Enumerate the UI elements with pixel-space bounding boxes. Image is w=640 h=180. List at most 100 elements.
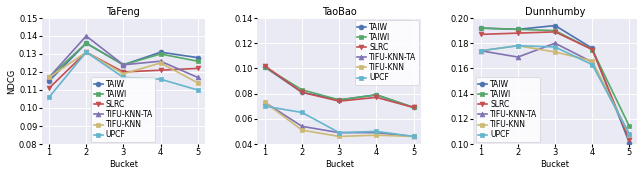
X-axis label: Bucket: Bucket	[109, 160, 138, 169]
TIFU-KNN-TA	[588, 61, 596, 63]
TIFU-KNN	[551, 51, 559, 53]
TAIW	[194, 57, 202, 59]
TAIWI	[372, 94, 380, 96]
SLRC	[588, 48, 596, 51]
TIFU-KNN	[194, 82, 202, 84]
UPCF	[514, 45, 522, 47]
Line: TIFU-KNN: TIFU-KNN	[478, 43, 632, 138]
Line: TIFU-KNN-TA: TIFU-KNN-TA	[478, 41, 632, 138]
UPCF	[157, 78, 164, 80]
Title: TaFeng: TaFeng	[106, 7, 140, 17]
TAIWI	[551, 30, 559, 32]
TAIW	[298, 91, 306, 93]
UPCF	[588, 64, 596, 66]
TAIWI	[335, 99, 343, 101]
SLRC	[410, 106, 417, 109]
Line: TIFU-KNN: TIFU-KNN	[47, 50, 200, 85]
TIFU-KNN	[514, 45, 522, 47]
Line: TAIW: TAIW	[478, 23, 632, 145]
UPCF	[261, 105, 269, 107]
UPCF	[83, 51, 90, 53]
TIFU-KNN	[410, 135, 417, 138]
TAIW	[261, 66, 269, 68]
Line: SLRC: SLRC	[262, 63, 416, 110]
TAIW	[625, 142, 633, 144]
TIFU-KNN	[298, 129, 306, 131]
TAIW	[83, 42, 90, 44]
Line: TAIW: TAIW	[262, 65, 416, 110]
SLRC	[83, 51, 90, 53]
TIFU-KNN	[625, 134, 633, 136]
TIFU-KNN	[120, 73, 127, 75]
SLRC	[335, 100, 343, 102]
SLRC	[372, 96, 380, 98]
TAIWI	[261, 66, 269, 68]
Line: TIFU-KNN: TIFU-KNN	[262, 100, 416, 139]
TAIW	[120, 64, 127, 66]
SLRC	[120, 71, 127, 73]
TIFU-KNN-TA	[157, 60, 164, 62]
Title: Dunnhumby: Dunnhumby	[525, 7, 585, 17]
UPCF	[372, 130, 380, 132]
TAIWI	[588, 48, 596, 51]
TIFU-KNN	[83, 51, 90, 53]
TAIW	[514, 28, 522, 30]
TIFU-KNN-TA	[120, 64, 127, 66]
Line: SLRC: SLRC	[47, 50, 200, 91]
TIFU-KNN-TA	[372, 132, 380, 134]
TIFU-KNN	[477, 50, 484, 52]
TIFU-KNN-TA	[625, 134, 633, 136]
TIFU-KNN	[45, 76, 53, 78]
Line: UPCF: UPCF	[478, 43, 632, 136]
TIFU-KNN-TA	[335, 132, 343, 134]
TAIWI	[194, 60, 202, 62]
SLRC	[477, 33, 484, 35]
Title: TaoBao: TaoBao	[322, 7, 356, 17]
X-axis label: Bucket: Bucket	[324, 160, 354, 169]
TAIWI	[625, 125, 633, 127]
Line: TIFU-KNN-TA: TIFU-KNN-TA	[47, 33, 200, 80]
UPCF	[335, 132, 343, 134]
SLRC	[514, 32, 522, 34]
TIFU-KNN-TA	[551, 42, 559, 44]
Line: UPCF: UPCF	[47, 50, 200, 100]
TAIWI	[157, 53, 164, 55]
UPCF	[625, 133, 633, 135]
TIFU-KNN	[372, 134, 380, 136]
SLRC	[194, 67, 202, 69]
Legend: TAIW, TAIWI, SLRC, TIFU-KNN-TA, TIFU-KNN, UPCF: TAIW, TAIWI, SLRC, TIFU-KNN-TA, TIFU-KNN…	[476, 77, 540, 142]
Legend: TAIW, TAIWI, SLRC, TIFU-KNN-TA, TIFU-KNN, UPCF: TAIW, TAIWI, SLRC, TIFU-KNN-TA, TIFU-KNN…	[92, 77, 156, 142]
TIFU-KNN-TA	[410, 135, 417, 138]
UPCF	[45, 96, 53, 98]
UPCF	[120, 76, 127, 78]
TAIWI	[298, 89, 306, 91]
UPCF	[477, 50, 484, 52]
TIFU-KNN	[157, 62, 164, 64]
TAIW	[410, 106, 417, 109]
TAIW	[45, 80, 53, 82]
TAIWI	[45, 76, 53, 78]
TAIWI	[514, 28, 522, 30]
TIFU-KNN-TA	[298, 125, 306, 127]
Legend: TAIW, TAIWI, SLRC, TIFU-KNN-TA, TIFU-KNN, UPCF: TAIW, TAIWI, SLRC, TIFU-KNN-TA, TIFU-KNN…	[355, 20, 419, 85]
UPCF	[298, 111, 306, 114]
TAIWI	[477, 27, 484, 29]
TAIWI	[120, 64, 127, 66]
Line: TAIW: TAIW	[47, 41, 200, 84]
TAIW	[335, 99, 343, 101]
TIFU-KNN-TA	[194, 76, 202, 78]
TIFU-KNN-TA	[477, 50, 484, 52]
TAIWI	[83, 42, 90, 44]
SLRC	[157, 69, 164, 71]
TAIW	[157, 51, 164, 53]
TIFU-KNN-TA	[45, 76, 53, 78]
TAIW	[588, 47, 596, 49]
Line: UPCF: UPCF	[262, 104, 416, 139]
TAIWI	[410, 106, 417, 109]
TIFU-KNN	[261, 101, 269, 103]
TIFU-KNN	[335, 135, 343, 138]
TIFU-KNN-TA	[514, 56, 522, 58]
SLRC	[45, 87, 53, 89]
TIFU-KNN	[588, 60, 596, 62]
TAIW	[372, 94, 380, 96]
